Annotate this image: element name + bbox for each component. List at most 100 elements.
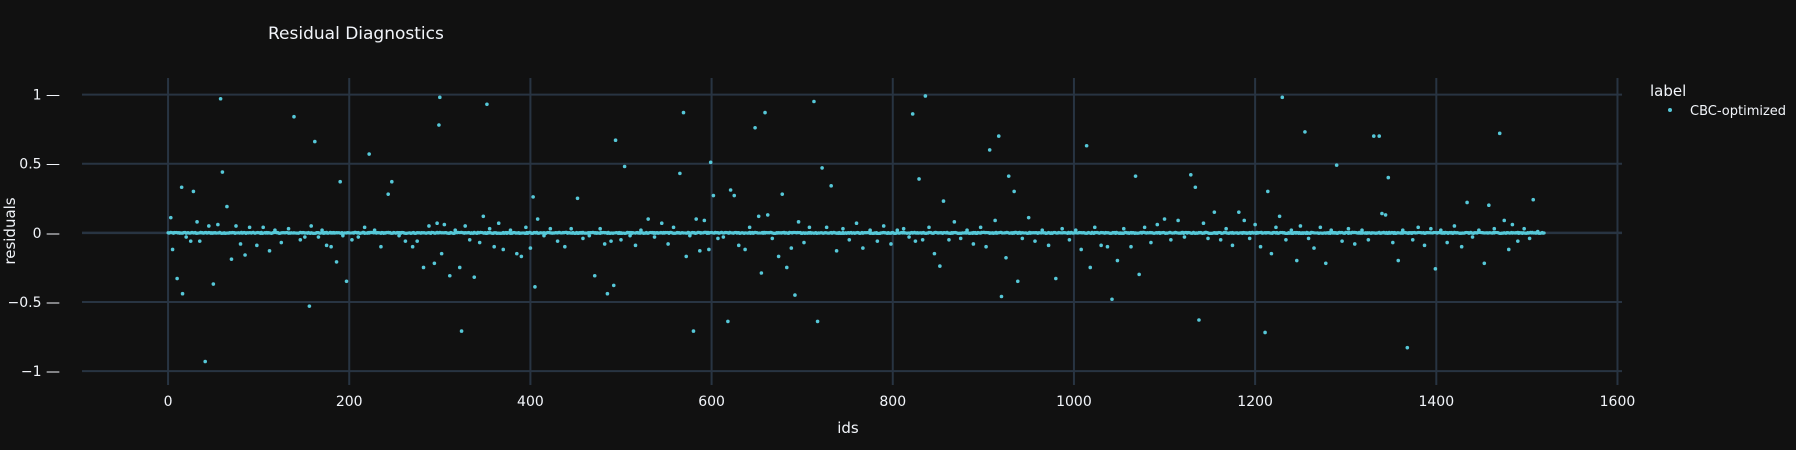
data-point-outlier [1277, 214, 1282, 219]
data-point-outlier [602, 242, 607, 246]
data-point-outlier [379, 244, 383, 249]
data-point-outlier [367, 152, 371, 156]
data-point-outlier [243, 253, 247, 257]
data-point-outlier [726, 319, 730, 324]
data-point-outlier [1133, 174, 1138, 178]
data-point-outlier [889, 242, 893, 246]
data-point-outlier [780, 192, 785, 196]
data-point-outlier [350, 238, 354, 242]
data-point-outlier [1377, 134, 1382, 138]
data-point-outlier [542, 233, 546, 238]
data-points [166, 94, 1546, 364]
data-point-outlier [609, 239, 613, 243]
data-point-outlier [1040, 228, 1045, 232]
legend-title: label [1650, 82, 1686, 100]
data-point-outlier [765, 213, 770, 217]
data-point-outlier [1060, 226, 1064, 231]
data-point-outlier [216, 222, 220, 227]
data-point-outlier [1334, 163, 1339, 167]
data-point-outlier [273, 228, 277, 232]
data-point-outlier [784, 265, 789, 270]
data-point-outlier [1269, 251, 1274, 256]
data-point-outlier [225, 204, 229, 209]
data-point-outlier [535, 217, 540, 221]
data-point-outlier [807, 225, 812, 230]
data-point-outlier [829, 184, 833, 188]
data-point-outlier [611, 283, 616, 288]
data-point-outlier [716, 236, 720, 241]
data-point-outlier [776, 254, 781, 259]
x-tick-label: 1200 [1237, 394, 1273, 410]
data-point-outlier [261, 225, 265, 230]
data-point-outlier [1306, 236, 1311, 241]
data-point-outlier [1197, 318, 1201, 322]
data-point-outlier [1012, 189, 1016, 194]
data-point-outlier [533, 285, 537, 289]
data-point-outlier [485, 102, 489, 107]
data-point-outlier [1497, 131, 1502, 136]
data-point-outlier [1465, 200, 1469, 205]
data-point-outlier [303, 235, 307, 239]
data-point-outlier [605, 291, 610, 296]
x-tick-label: 1600 [1600, 394, 1636, 410]
data-point-outlier [895, 228, 900, 232]
data-point-outlier [1516, 239, 1520, 243]
legend-item-cbc-optimized[interactable]: CBC-optimized [1668, 104, 1786, 119]
data-point-outlier [1129, 244, 1133, 249]
data-point-outlier [1433, 267, 1438, 271]
data-point-outlier [1340, 239, 1344, 243]
legend-item-label: CBC-optimized [1690, 104, 1786, 119]
data-point-outlier [1247, 236, 1252, 241]
y-tick-labels: 1 — 0.5 — 0 — −0.5 — −1 — [8, 88, 60, 381]
legend[interactable]: label CBC-optimized [1650, 82, 1786, 119]
data-point [1542, 231, 1546, 235]
data-point-outlier [796, 220, 801, 224]
data-point-outlier [1176, 218, 1180, 223]
data-point-outlier [515, 251, 519, 256]
data-point-outlier [666, 242, 670, 246]
data-point-outlier [1352, 242, 1357, 246]
data-point-outlier [639, 228, 643, 232]
data-point-outlier [763, 110, 767, 115]
data-point-outlier [875, 239, 880, 243]
data-point-outlier [255, 243, 259, 248]
data-point-outlier [1470, 235, 1475, 239]
data-point-outlier [487, 226, 492, 231]
data-point-outlier [220, 170, 225, 174]
data-point-outlier [999, 294, 1004, 299]
data-point-outlier [938, 264, 942, 268]
data-point-outlier [203, 359, 207, 364]
data-point-outlier [1459, 244, 1464, 249]
data-point-outlier [1323, 261, 1328, 266]
data-point-outlier [307, 304, 312, 308]
data-point-outlier [362, 225, 367, 230]
y-tick-label: 0 — [33, 226, 60, 242]
data-point-outlier [180, 291, 185, 296]
data-point-outlier [923, 94, 928, 98]
data-point-outlier [481, 214, 486, 219]
data-point-outlier [528, 246, 533, 250]
data-point-outlier [390, 179, 394, 184]
data-point-outlier [415, 239, 419, 243]
data-point-outlier [633, 243, 638, 248]
data-point-outlier [728, 188, 733, 192]
data-point-outlier [286, 226, 291, 231]
data-point-outlier [298, 238, 303, 242]
data-point-outlier [218, 96, 223, 101]
data-point-outlier [854, 221, 859, 225]
data-point-outlier [472, 275, 477, 279]
data-point-outlier [659, 221, 664, 225]
data-point-outlier [1416, 225, 1420, 230]
data-point-outlier [1366, 238, 1371, 242]
chart-title: Residual Diagnostics [268, 24, 444, 44]
data-point-outlier [1092, 225, 1097, 230]
data-point-outlier [197, 239, 202, 243]
data-point-outlier [234, 224, 238, 228]
data-point-outlier [1391, 240, 1395, 245]
data-point-outlier [984, 244, 988, 249]
data-point-outlier [868, 228, 872, 232]
x-tick-label: 0 [164, 394, 173, 410]
data-point-outlier [747, 225, 752, 230]
data-point-outlier [531, 195, 535, 199]
data-point-outlier [820, 166, 824, 170]
